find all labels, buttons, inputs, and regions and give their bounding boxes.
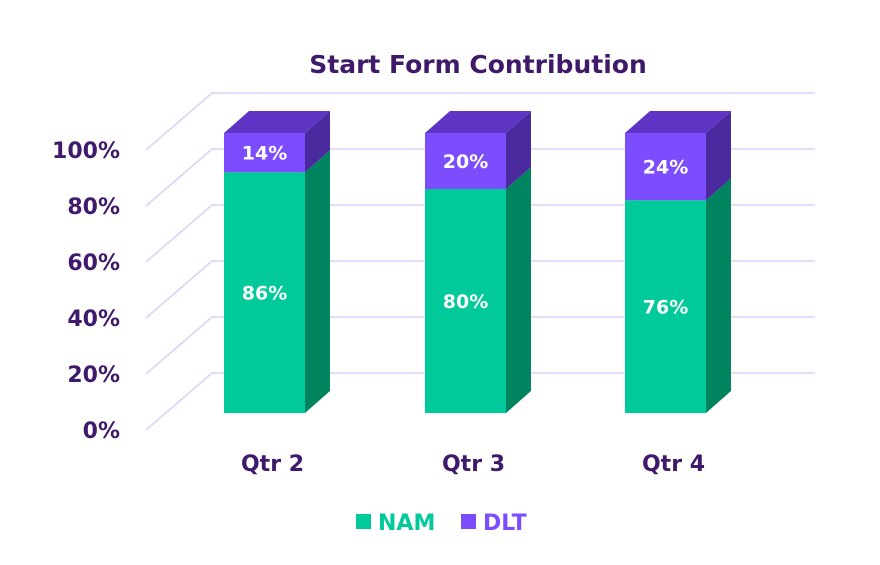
bar-side: [706, 178, 731, 413]
bar-top: [425, 111, 531, 133]
x-axis-categories: Qtr 2 Qtr 3 Qtr 4: [241, 452, 705, 477]
bars: 86% 14% 80% 20% 76% 24%: [224, 111, 731, 413]
gridline: [145, 92, 815, 151]
y-tick-label: 60%: [67, 251, 120, 276]
data-label: 14%: [242, 143, 287, 165]
data-label: 80%: [443, 291, 488, 313]
bar-front: [425, 133, 506, 189]
bar-segment-nam: 80%: [425, 167, 531, 413]
legend-label: NAM: [378, 511, 435, 536]
legend-item-dlt: DLT: [461, 511, 527, 536]
bar-segment-dlt: 14%: [224, 111, 330, 173]
legend-label: DLT: [483, 511, 527, 536]
data-label: 20%: [443, 151, 488, 173]
bar-side: [506, 167, 531, 413]
bar-front: [625, 200, 706, 413]
x-category-label: Qtr 3: [442, 452, 505, 477]
bar-side: [305, 111, 330, 173]
bar-segment-dlt: 24%: [625, 111, 731, 201]
legend-swatch: [356, 514, 371, 529]
y-tick-label: 40%: [67, 307, 120, 332]
bar-front: [625, 133, 706, 201]
bar-segment-dlt: 20%: [425, 111, 531, 189]
data-label: 24%: [643, 157, 688, 179]
bar-side: [506, 111, 531, 189]
legend: NAM DLT: [356, 511, 527, 536]
legend-item-nam: NAM: [356, 511, 435, 536]
bar-front: [224, 133, 305, 173]
bar-front: [425, 189, 506, 413]
bar-side: [706, 111, 731, 201]
data-label: 76%: [643, 297, 688, 319]
x-category-label: Qtr 4: [642, 452, 705, 477]
bar-segment-nam: 86%: [224, 150, 330, 413]
y-tick-label: 100%: [52, 139, 120, 164]
y-tick-label: 80%: [67, 195, 120, 220]
y-tick-label: 0%: [83, 419, 120, 444]
bar-top: [625, 111, 731, 133]
bar-front: [224, 172, 305, 413]
bar-segment-nam: 76%: [625, 178, 731, 413]
bar-top: [224, 111, 330, 133]
data-label: 86%: [242, 283, 287, 305]
x-category-label: Qtr 2: [241, 452, 304, 477]
chart-title: Start Form Contribution: [309, 50, 647, 79]
bar-side: [305, 150, 330, 413]
y-axis-ticks: 0% 20% 40% 60% 80% 100%: [52, 139, 120, 444]
y-tick-label: 20%: [67, 363, 120, 388]
legend-swatch: [461, 514, 476, 529]
